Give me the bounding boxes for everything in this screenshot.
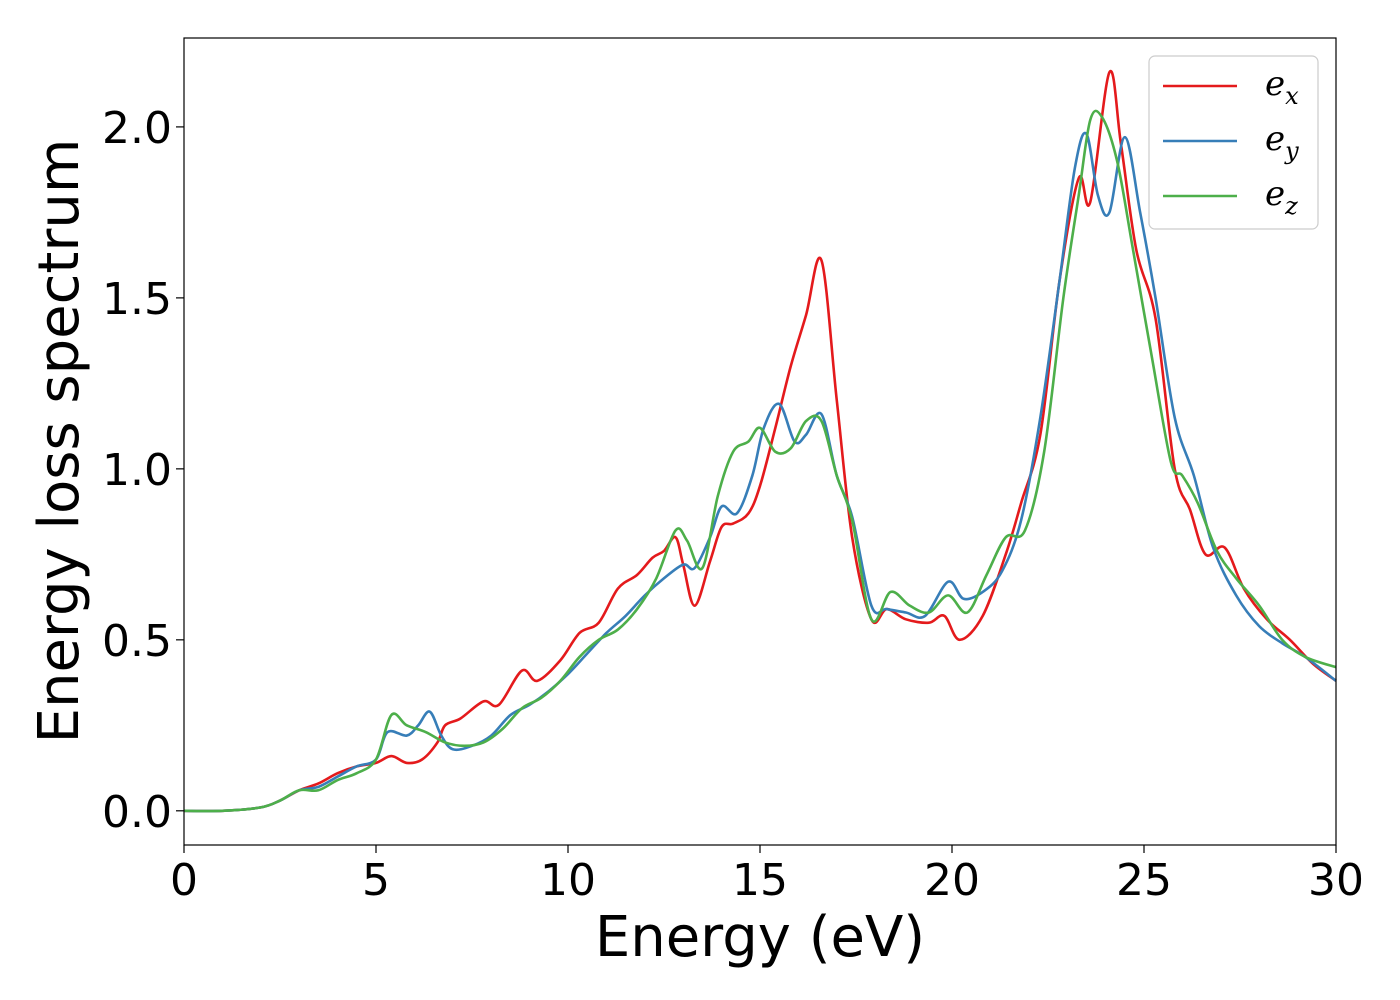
x-tick-label: 5 [362, 855, 390, 906]
legend-label-x: ex [1265, 64, 1299, 110]
x-axis-ticks: 0 5 10 15 20 25 30 [170, 845, 1364, 906]
legend: ex ey ez [1148, 55, 1319, 230]
series-layer [183, 69, 1337, 813]
legend-label-y: ey [1265, 119, 1299, 165]
x-tick-label: 25 [1116, 855, 1172, 906]
y-axis-title: Energy loss spectrum [27, 139, 92, 744]
x-tick-label: 10 [540, 855, 596, 906]
y-axis-ticks: 0.0 0.5 1.0 1.5 2.0 [102, 103, 184, 838]
x-axis-title: Energy (eV) [595, 905, 925, 970]
x-tick-label: 20 [924, 855, 980, 906]
legend-box [1148, 55, 1319, 230]
y-tick-label: 1.0 [102, 445, 172, 496]
y-tick-label: 0.0 [102, 787, 172, 838]
legend-label-z: ez [1265, 174, 1298, 220]
x-tick-label: 0 [170, 855, 198, 906]
y-tick-label: 0.5 [102, 616, 172, 667]
series-line-y [183, 131, 1337, 813]
y-tick-label: 2.0 [102, 103, 172, 154]
x-tick-label: 15 [732, 855, 788, 906]
x-tick-label: 30 [1308, 855, 1364, 906]
series-line-x [183, 69, 1337, 813]
y-tick-label: 1.5 [102, 274, 172, 325]
series-line-z [183, 109, 1337, 813]
